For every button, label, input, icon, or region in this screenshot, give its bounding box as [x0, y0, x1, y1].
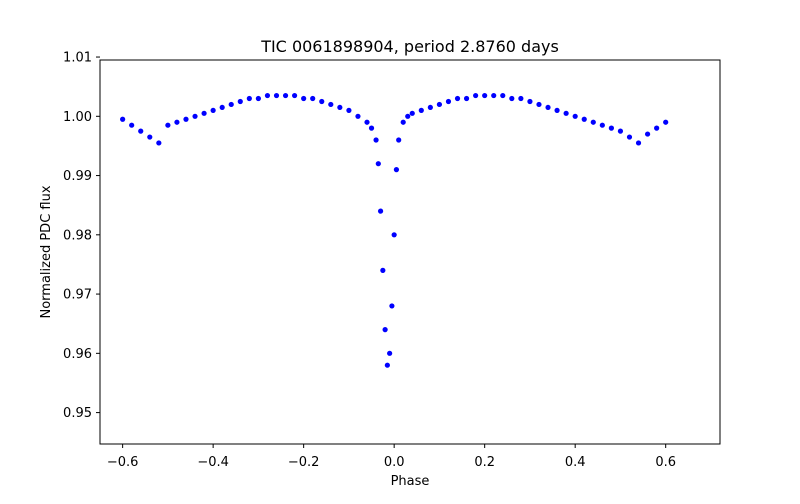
data-point: [210, 107, 216, 113]
y-tick-label: 1.00: [63, 110, 92, 125]
data-point: [328, 101, 334, 108]
data-point: [644, 131, 651, 137]
data-point: [427, 104, 433, 111]
data-point: [590, 119, 596, 125]
x-ticks-layer: −0.6 −0.4 −0.2 0.0 0.2 0.4 0.6: [107, 444, 676, 470]
data-point: [473, 92, 479, 99]
data-point: [463, 95, 470, 102]
data-point: [147, 134, 153, 140]
data-point: [368, 125, 375, 131]
data-point: [405, 113, 411, 119]
data-point: [635, 140, 642, 146]
data-point: [301, 95, 307, 102]
data-point: [165, 122, 171, 128]
data-point: [518, 95, 524, 102]
data-point: [120, 116, 126, 122]
y-tick-label: 0.95: [63, 406, 92, 421]
data-point: [346, 107, 352, 113]
data-point: [237, 98, 243, 105]
data-point: [292, 92, 298, 99]
y-tick-label: 0.99: [63, 169, 92, 184]
data-point: [554, 107, 560, 113]
data-point: [373, 137, 379, 143]
data-point: [436, 101, 443, 108]
data-point: [192, 113, 198, 119]
x-tick-label: 0.4: [565, 455, 586, 470]
data-point: [400, 119, 406, 125]
data-point: [527, 98, 533, 105]
plot-frame: [99, 59, 721, 445]
data-point: [454, 95, 461, 102]
data-point: [246, 95, 252, 102]
data-point: [581, 116, 587, 122]
data-point: [482, 92, 488, 99]
data-point: [545, 104, 551, 111]
data-point: [156, 140, 162, 146]
x-tick-label: −0.6: [107, 455, 139, 470]
data-point: [282, 92, 289, 99]
data-point: [375, 161, 381, 167]
data-point: [228, 101, 234, 108]
y-tick-label: 0.96: [63, 347, 92, 362]
data-point: [337, 104, 343, 111]
data-point: [384, 362, 390, 368]
data-point: [319, 98, 325, 105]
data-point: [174, 119, 180, 125]
data-point: [264, 92, 271, 99]
data-point: [389, 303, 395, 309]
data-point: [509, 95, 515, 102]
data-point: [445, 98, 452, 105]
y-tick-label: 0.97: [63, 288, 92, 303]
data-point: [364, 119, 370, 125]
data-point: [491, 92, 497, 99]
x-tick-label: −0.2: [288, 455, 320, 470]
data-point: [626, 134, 633, 140]
data-point: [608, 125, 614, 131]
data-point: [380, 267, 386, 273]
y-tick-label: 0.98: [63, 228, 92, 243]
data-point: [654, 125, 660, 131]
data-point: [310, 95, 316, 102]
points-layer: [120, 92, 669, 368]
data-point: [255, 95, 261, 102]
data-point: [138, 128, 144, 134]
data-point: [536, 101, 542, 108]
data-point: [563, 110, 569, 116]
data-point: [201, 110, 207, 116]
data-point: [391, 232, 397, 238]
y-axis-label: Normalized PDC flux: [39, 185, 54, 318]
chart-title: TIC 0061898904, period 2.8760 days: [260, 37, 559, 56]
y-tick-label: 1.01: [63, 51, 92, 66]
x-tick-label: −0.4: [197, 455, 229, 470]
x-tick-label: 0.0: [384, 455, 405, 470]
x-tick-label: 0.2: [474, 455, 495, 470]
data-point: [273, 92, 280, 99]
data-point: [409, 110, 415, 116]
data-point: [599, 122, 605, 128]
data-point: [663, 119, 669, 125]
x-tick-label: 0.6: [655, 455, 676, 470]
data-point: [183, 116, 189, 122]
data-point: [393, 167, 400, 173]
data-point: [396, 137, 402, 143]
data-point: [387, 350, 393, 356]
x-axis-label: Phase: [391, 474, 430, 489]
y-ticks-layer: 0.95 0.96 0.97 0.98 0.99 1.00 1.01: [63, 51, 100, 421]
data-point: [418, 107, 424, 113]
data-point: [377, 208, 384, 214]
data-point: [572, 113, 578, 119]
data-point: [382, 327, 388, 333]
data-point: [500, 92, 506, 99]
data-point: [129, 122, 135, 128]
data-point: [355, 113, 361, 119]
data-point: [617, 128, 624, 134]
data-point: [219, 104, 225, 111]
